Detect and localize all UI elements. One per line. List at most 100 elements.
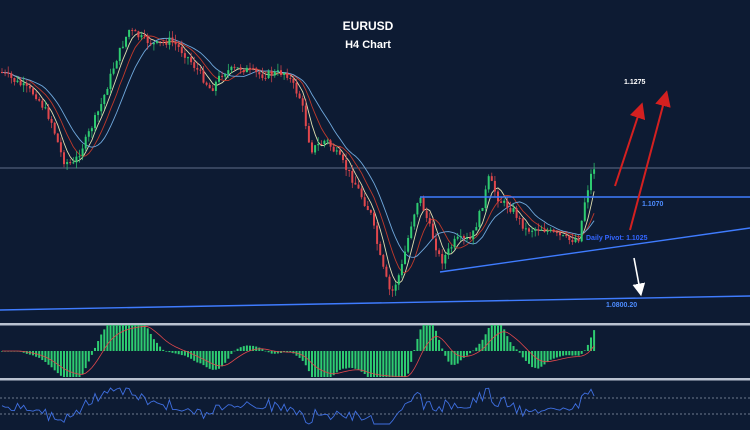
macd-bar [593, 330, 596, 351]
candle-body [307, 126, 310, 143]
candle-body [410, 226, 413, 239]
candle-body [149, 43, 152, 45]
macd-bar [497, 325, 499, 351]
candle-body [292, 78, 295, 83]
candle-body [521, 218, 524, 229]
macd-bar [252, 345, 255, 351]
candle-body [357, 184, 360, 189]
candle-body [69, 162, 72, 164]
candle-body [335, 150, 338, 152]
candle-body [555, 231, 558, 233]
macd-signal-line [2, 325, 595, 378]
macd-bar [146, 328, 149, 351]
macd-bar [466, 351, 468, 356]
macd-bar [97, 341, 100, 351]
macd-bar [568, 351, 571, 356]
macd-bar [289, 351, 292, 353]
candle-body [156, 41, 158, 43]
candle-body [171, 37, 174, 42]
macd-bar [47, 351, 50, 365]
candle-body [218, 75, 220, 82]
candle-body [177, 44, 180, 48]
macd-bar [190, 351, 193, 359]
candle-body [239, 67, 242, 70]
macd-bar [447, 351, 450, 362]
macd-bar [459, 351, 462, 361]
macd-bar [165, 351, 168, 352]
candle-body [41, 100, 44, 108]
candle-body [267, 70, 270, 79]
candle-body [462, 236, 465, 238]
macd-bar [106, 325, 109, 351]
ma-slow-line [2, 37, 595, 258]
candle-body [7, 72, 10, 74]
macd-bar [394, 351, 397, 377]
macd-bar [484, 334, 487, 351]
macd-bar [379, 351, 382, 377]
macd-bar [456, 351, 459, 364]
macd-bar [171, 351, 174, 353]
macd-bar [227, 351, 230, 359]
candle-body [264, 77, 267, 79]
candle-body [338, 150, 341, 155]
macd-bar [81, 351, 84, 375]
candle-body [47, 107, 50, 119]
candle-body [255, 68, 258, 73]
macd-bar [534, 351, 537, 368]
candle-body [360, 188, 363, 198]
macd-bar [363, 351, 366, 375]
macd-bar [261, 348, 264, 351]
candle-body [512, 208, 515, 212]
candle-body [549, 229, 552, 231]
macd-bar [503, 329, 506, 351]
candle-body [435, 238, 437, 251]
macd-bar [404, 351, 406, 377]
macd-bar [580, 351, 583, 354]
candle-body [317, 143, 320, 146]
candle-body [565, 235, 568, 237]
candle-body [140, 35, 143, 38]
candle-body [422, 197, 425, 211]
macd-bar [348, 351, 351, 368]
candle-body [143, 35, 146, 37]
macd-bar [462, 351, 465, 358]
macd-bar [518, 351, 521, 353]
bullish-arrow-2 [629, 90, 671, 231]
macd-bar [521, 351, 524, 358]
candle-body [56, 133, 59, 143]
macd-bar [125, 325, 127, 351]
candle-body [369, 210, 372, 213]
macd-bar [143, 325, 146, 351]
candle-body [63, 152, 65, 165]
candle-body [425, 210, 428, 219]
candle-body [345, 160, 348, 170]
candle-body [152, 42, 155, 45]
macd-bar [25, 351, 28, 354]
candle-body [332, 146, 335, 152]
rsi-line [1, 387, 595, 425]
candle-body [258, 72, 261, 75]
macd-bar [63, 351, 65, 377]
candle-body [524, 228, 527, 230]
candle-body [84, 136, 87, 149]
macd-bar [571, 351, 574, 356]
candle-body [283, 72, 286, 75]
candle-body [593, 169, 596, 174]
candle-body [366, 205, 369, 211]
macd-bar [351, 351, 354, 368]
candle-body [506, 200, 509, 208]
candle-body [376, 225, 379, 244]
candle-body [571, 240, 574, 243]
candle-body [128, 29, 131, 37]
candle-body [97, 111, 100, 116]
candle-body [81, 148, 84, 157]
macd-bar [112, 325, 115, 351]
macd-bar [481, 339, 484, 351]
macd-bar [425, 325, 428, 351]
candle-body [261, 74, 264, 78]
macd-bar [183, 351, 186, 356]
level-label-1: 1.1275 [624, 79, 646, 86]
macd-bar [342, 351, 344, 369]
candle-body [199, 69, 202, 71]
macd-bar [500, 325, 503, 351]
